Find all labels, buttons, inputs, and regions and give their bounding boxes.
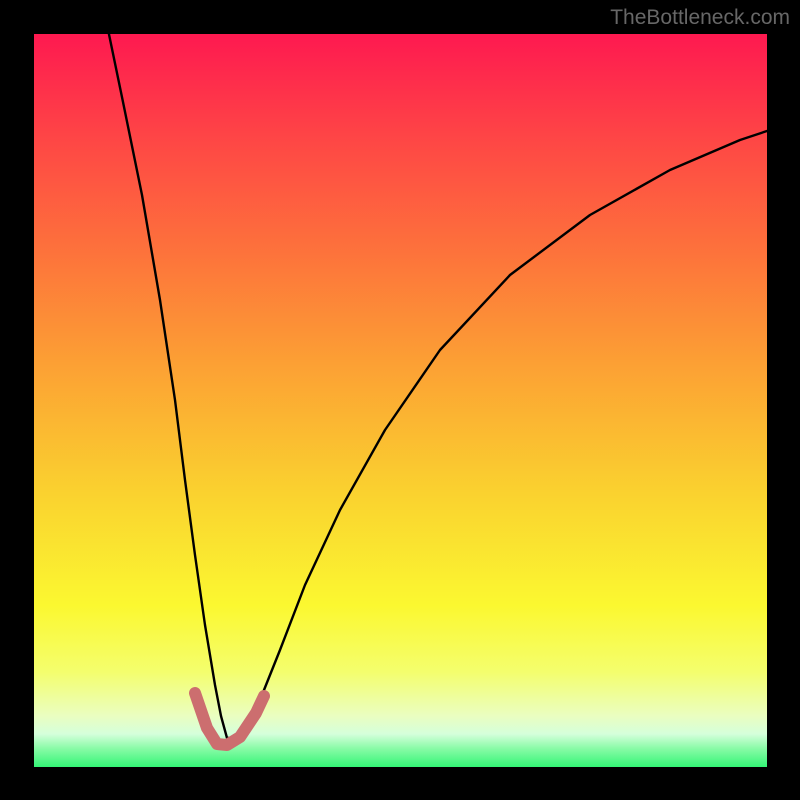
chart-container: TheBottleneck.com (0, 0, 800, 800)
curve-layer (0, 0, 800, 800)
bottleneck-curve-main (105, 15, 770, 738)
bottleneck-curve-accent (195, 693, 264, 745)
watermark-text: TheBottleneck.com (610, 6, 790, 30)
